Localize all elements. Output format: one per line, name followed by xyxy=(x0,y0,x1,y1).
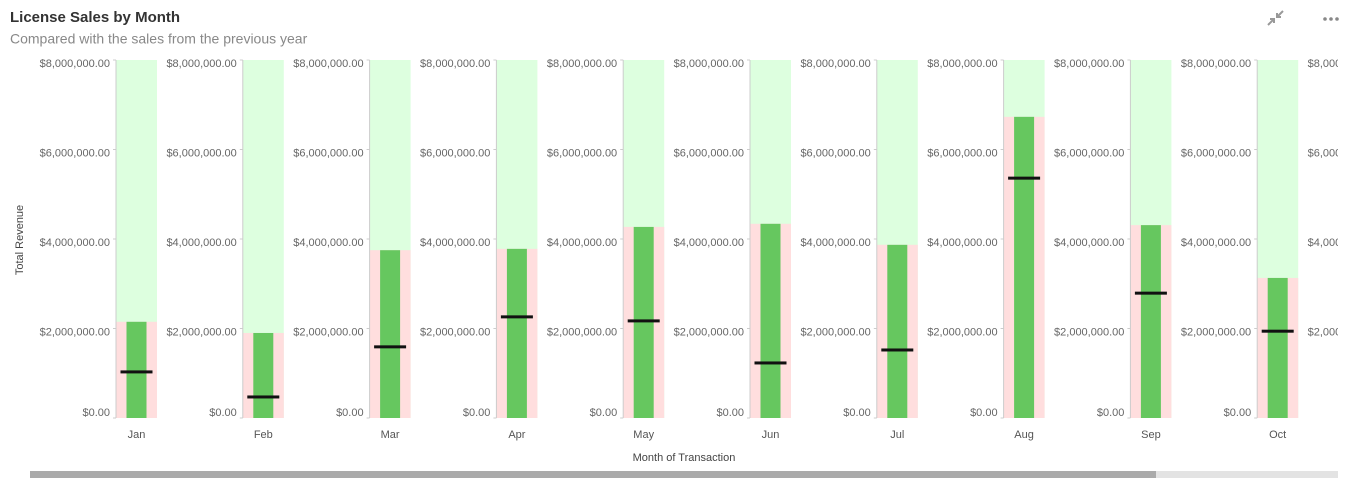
y-tick-label: $0.00 xyxy=(336,407,364,419)
y-tick-label: $2,000,000.00 xyxy=(293,326,363,338)
y-tick-label: $6,000,000.00 xyxy=(547,147,617,159)
x-tick-label: Mar xyxy=(381,429,400,441)
y-tick-label: $8,000,000.00 xyxy=(800,58,870,70)
x-tick-label: Aug xyxy=(1014,429,1034,441)
y-tick-label: $6,000,000.00 xyxy=(166,147,236,159)
y-tick-label: $0.00 xyxy=(590,407,618,419)
y-tick-label: $8,000,000.00 xyxy=(1308,58,1366,70)
bar xyxy=(126,321,147,418)
y-tick-label: $4,000,000.00 xyxy=(547,237,617,249)
y-tick-label: $6,000,000.00 xyxy=(1054,147,1124,159)
y-tick-label: $2,000,000.00 xyxy=(1308,326,1366,338)
y-tick-label: $4,000,000.00 xyxy=(800,237,870,249)
y-tick-label: $2,000,000.00 xyxy=(1054,326,1124,338)
target-marker xyxy=(881,348,914,352)
bar xyxy=(1014,116,1035,419)
target-marker xyxy=(374,345,407,349)
y-tick-label: $6,000,000.00 xyxy=(1308,147,1366,159)
y-tick-label: $4,000,000.00 xyxy=(674,237,744,249)
y-tick-label: $8,000,000.00 xyxy=(927,58,997,70)
y-tick-label: $4,000,000.00 xyxy=(166,237,236,249)
y-tick-label: $4,000,000.00 xyxy=(293,237,363,249)
y-tick-label: $4,000,000.00 xyxy=(927,237,997,249)
x-tick-label: Apr xyxy=(508,429,525,441)
y-tick-label: $8,000,000.00 xyxy=(420,58,490,70)
y-tick-label: $2,000,000.00 xyxy=(40,326,110,338)
bar xyxy=(1140,225,1161,418)
y-tick-label: $8,000,000.00 xyxy=(166,58,236,70)
y-tick-label: $0.00 xyxy=(1350,407,1366,419)
x-tick-label: Jul xyxy=(890,429,904,441)
y-tick-label: $0.00 xyxy=(1224,407,1252,419)
y-tick-label: $2,000,000.00 xyxy=(420,326,490,338)
y-tick-label: $6,000,000.00 xyxy=(1181,147,1251,159)
x-tick-label: May xyxy=(633,429,654,441)
y-tick-label: $2,000,000.00 xyxy=(800,326,870,338)
scrollbar-thumb[interactable] xyxy=(30,471,1156,478)
y-tick-label: $0.00 xyxy=(209,407,237,419)
target-marker xyxy=(120,370,153,374)
y-tick-label: $0.00 xyxy=(843,407,871,419)
y-tick-label: $0.00 xyxy=(82,407,110,419)
bar xyxy=(887,244,908,418)
y-tick-label: $6,000,000.00 xyxy=(674,147,744,159)
y-tick-label: $8,000,000.00 xyxy=(674,58,744,70)
y-tick-label: $4,000,000.00 xyxy=(40,237,110,249)
y-tick-label: $6,000,000.00 xyxy=(927,147,997,159)
y-tick-label: $6,000,000.00 xyxy=(293,147,363,159)
y-tick-label: $6,000,000.00 xyxy=(420,147,490,159)
chart-subtitle: Compared with the sales from the previou… xyxy=(10,31,308,47)
y-tick-label: $4,000,000.00 xyxy=(420,237,490,249)
target-marker xyxy=(247,395,280,399)
y-tick-label: $2,000,000.00 xyxy=(547,326,617,338)
target-marker xyxy=(1261,329,1294,333)
plot-area: $0.00 $2,000,000.00 $4,000,000.00 $6,000,00… xyxy=(40,58,1366,441)
y-tick-label: $2,000,000.00 xyxy=(166,326,236,338)
x-tick-label: Feb xyxy=(254,429,273,441)
bar xyxy=(1267,277,1288,418)
target-marker xyxy=(627,319,660,323)
x-tick-label: Oct xyxy=(1269,429,1286,441)
y-tick-label: $8,000,000.00 xyxy=(40,58,110,70)
y-tick-label: $6,000,000.00 xyxy=(800,147,870,159)
y-tick-label: $6,000,000.00 xyxy=(40,147,110,159)
y-tick-label: $4,000,000.00 xyxy=(1181,237,1251,249)
y-tick-label: $0.00 xyxy=(1097,407,1125,419)
bar xyxy=(760,223,781,418)
target-marker xyxy=(1134,291,1167,295)
target-marker xyxy=(1008,176,1041,180)
x-axis-title: Month of Transaction xyxy=(633,452,736,464)
bar xyxy=(633,226,654,418)
y-tick-label: $2,000,000.00 xyxy=(927,326,997,338)
bar xyxy=(506,248,527,418)
y-tick-label: $0.00 xyxy=(716,407,744,419)
y-tick-label: $8,000,000.00 xyxy=(1054,58,1124,70)
x-tick-label: Sep xyxy=(1141,429,1161,441)
target-marker xyxy=(754,361,787,365)
y-tick-label: $4,000,000.00 xyxy=(1054,237,1124,249)
y-tick-label: $8,000,000.00 xyxy=(293,58,363,70)
target-marker xyxy=(500,315,533,319)
x-tick-label: Jun xyxy=(762,429,780,441)
y-tick-label: $0.00 xyxy=(970,407,998,419)
collapse-icon[interactable] xyxy=(1267,10,1284,26)
chart-title: License Sales by Month xyxy=(10,9,180,26)
bar xyxy=(253,332,274,418)
y-tick-label: $2,000,000.00 xyxy=(1181,326,1251,338)
bar xyxy=(380,250,401,418)
y-tick-label: $0.00 xyxy=(463,407,491,419)
y-tick-label: $8,000,000.00 xyxy=(1181,58,1251,70)
y-tick-label: $2,000,000.00 xyxy=(674,326,744,338)
y-axis-title: Total Revenue xyxy=(14,205,26,275)
y-tick-label: $4,000,000.00 xyxy=(1308,237,1366,249)
y-tick-label: $8,000,000.00 xyxy=(547,58,617,70)
x-tick-label: Jan xyxy=(128,429,146,441)
more-menu[interactable] xyxy=(1323,17,1339,21)
